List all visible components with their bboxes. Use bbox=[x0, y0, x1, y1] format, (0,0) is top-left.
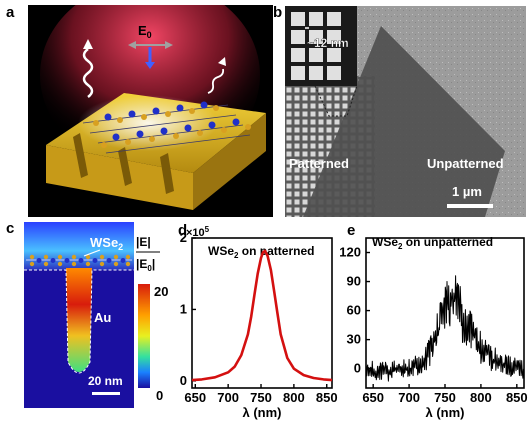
inset-scale-label: ~12 nm bbox=[307, 36, 349, 50]
au-label: Au bbox=[94, 310, 111, 325]
field-map: WSe2 Au 20 nm |E| |E0| 20 0 bbox=[24, 222, 168, 408]
colorbar-title-top: |E| bbox=[136, 235, 151, 249]
chart-d-multiplier: ×105 bbox=[186, 225, 210, 239]
chart-e-xlabel: λ (nm) bbox=[426, 405, 465, 420]
wse2-layer-atoms bbox=[26, 254, 132, 267]
chart-e: WSe2 on unpatterned 650 700 750 800 85003060… bbox=[340, 235, 528, 420]
chart-e-xtick-label: 750 bbox=[434, 390, 456, 405]
chart-d-xlabel: λ (nm) bbox=[243, 405, 282, 420]
scalebar-b-label: 1 µm bbox=[452, 184, 482, 199]
chart-e-xtick-label: 800 bbox=[470, 390, 492, 405]
sem-micrograph: ~12 nm Patterned Unpatterned 1 µm bbox=[285, 6, 526, 217]
chart-e-xtick-label: 700 bbox=[398, 390, 420, 405]
chart-d-xtick-label: 650 bbox=[184, 390, 206, 405]
field-label: E0 bbox=[138, 23, 152, 40]
chart-e-ytick-label: 90 bbox=[347, 274, 361, 289]
chart-e-series-0-line bbox=[365, 275, 525, 382]
chart-d-xtick-label: 700 bbox=[217, 390, 239, 405]
panel-label-c: c bbox=[6, 220, 15, 237]
panel-b-image: ~12 nm Patterned Unpatterned 1 µm bbox=[285, 6, 526, 217]
emission-wave-right bbox=[207, 68, 225, 94]
chart-d-title: WSe2 on patterned bbox=[208, 244, 314, 260]
chart-e-xtick-label: 850 bbox=[506, 390, 528, 405]
chart-e-ytick-label: 30 bbox=[347, 332, 361, 347]
scalebar-c bbox=[92, 392, 120, 395]
chart-d-ytick-label: 0 bbox=[180, 373, 187, 388]
panel-label-b: b bbox=[273, 4, 283, 21]
unpatterned-label: Unpatterned bbox=[427, 156, 504, 171]
emission-wave-left bbox=[82, 48, 94, 98]
chart-e-ytick-label: 0 bbox=[354, 361, 361, 376]
colorbar-max: 20 bbox=[154, 284, 168, 299]
scalebar-c-label: 20 nm bbox=[88, 374, 123, 388]
colorbar-title-bottom: |E0| bbox=[136, 257, 155, 273]
panel-a-image: E0 bbox=[28, 5, 273, 217]
chart-d: ×105 WSe2 on patterned 650 700 750 800 850 0 1… bbox=[180, 225, 338, 420]
wse2-lattice bbox=[82, 101, 251, 154]
panel-label-d: d bbox=[178, 222, 188, 239]
panel-label-a: a bbox=[6, 4, 15, 21]
chart-d-frame bbox=[191, 237, 333, 389]
panel-c-image: WSe2 Au 20 nm |E| |E0| 20 0 bbox=[24, 222, 189, 414]
chart-d-xtick-label: 750 bbox=[250, 390, 272, 405]
colorbar-min: 0 bbox=[156, 388, 163, 403]
panel-label-e: e bbox=[347, 222, 356, 239]
chart-d-series-0-line bbox=[191, 249, 333, 382]
chart-d-xtick-label: 800 bbox=[283, 390, 305, 405]
wse2-label: WSe2 bbox=[90, 235, 123, 252]
chart-d-ytick-label: 1 bbox=[180, 301, 187, 316]
scalebar-b bbox=[447, 204, 493, 208]
colorbar bbox=[138, 284, 150, 388]
patterned-label: Patterned bbox=[289, 156, 349, 171]
chart-d-ytick-label: 2 bbox=[180, 230, 187, 245]
plasmonic-device-illustration: E0 bbox=[28, 5, 273, 217]
chart-e-ytick-label: 120 bbox=[340, 245, 361, 260]
chart-e-ytick-label: 60 bbox=[347, 303, 361, 318]
chart-e-xtick-label: 650 bbox=[362, 390, 384, 405]
chart-d-xtick-label: 850 bbox=[316, 390, 338, 405]
